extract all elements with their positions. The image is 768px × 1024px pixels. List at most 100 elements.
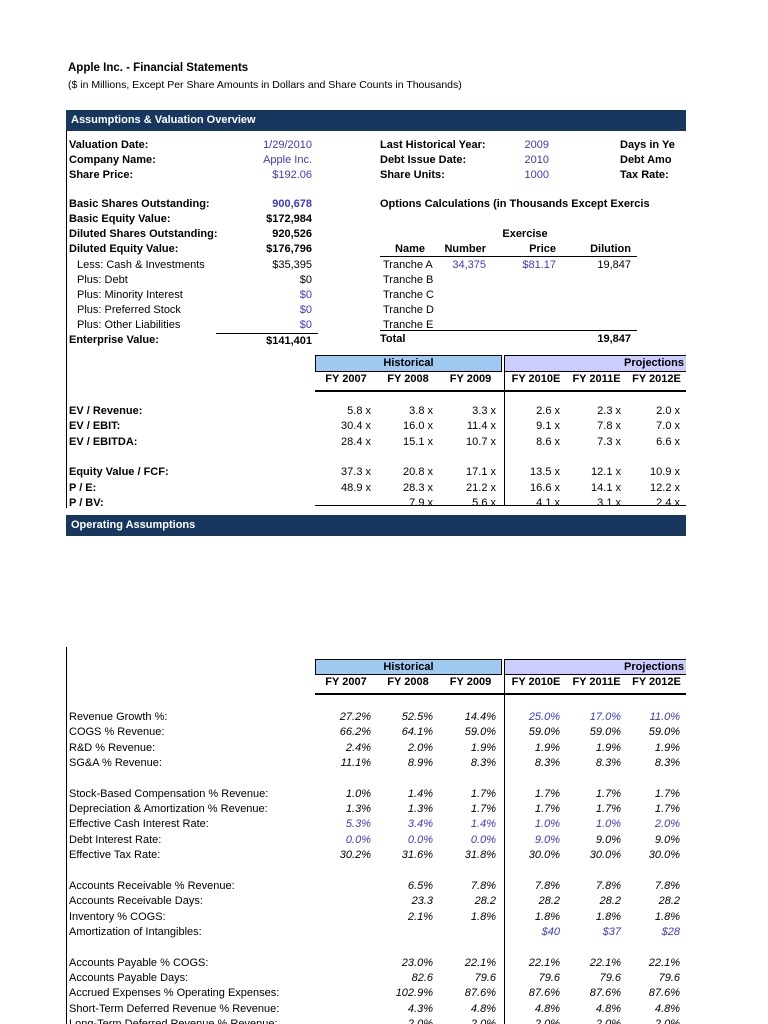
multiples-value-cell: 16.6 x: [530, 481, 560, 494]
opassump-value-cell: 30.0%: [589, 849, 621, 862]
opassump-value-cell: 28.2: [538, 895, 560, 908]
options-col-header: Dilution: [590, 243, 631, 255]
tranche-name: Tranche C: [383, 288, 434, 301]
info-label-clipped: Debt Amo: [620, 154, 672, 167]
opassump-value-cell: 11.1%: [340, 757, 371, 770]
options-total-label: Total: [380, 333, 406, 345]
opassump-year-underline: [315, 693, 686, 695]
info-value: 2010: [524, 154, 549, 167]
opassump-value-cell: 2.0%: [654, 1018, 680, 1024]
opassump-value-cell: 8.3%: [595, 757, 621, 770]
info-label: Share Price:: [69, 169, 134, 182]
opassump-value-cell: 31.8%: [464, 849, 496, 862]
opassump-value-cell: 1.9%: [654, 741, 680, 754]
opassump-value-cell: 30.0%: [648, 849, 680, 862]
opassump-row-label: Stock-Based Compensation % Revenue:: [69, 787, 269, 800]
opassump-row-label: Effective Tax Rate:: [69, 849, 161, 862]
options-total-value: 19,847: [597, 333, 631, 345]
opassump-row-label: COGS % Revenue:: [69, 726, 165, 739]
opassump-value-cell: 22.1%: [589, 956, 621, 969]
opassump-value-cell: 31.6%: [401, 849, 433, 862]
multiples-year-header: FY 2011E: [572, 373, 621, 385]
tranche-name: Tranche D: [383, 303, 434, 316]
opassump-value-cell: 4.8%: [470, 1002, 496, 1015]
metric-value: $0: [299, 288, 312, 301]
options-header-underline: [380, 256, 637, 257]
tranche-price: $81.17: [522, 258, 556, 271]
multiples-value-cell: 7.0 x: [656, 420, 680, 433]
info-label: Debt Issue Date:: [380, 154, 467, 167]
opassump-value-cell: 2.0%: [407, 741, 433, 754]
multiples-value-cell: 13.5 x: [530, 466, 560, 479]
opassump-value-cell: 28.2: [599, 895, 621, 908]
opassump-value-cell: 23.3: [411, 895, 433, 908]
options-exercise-header: Exercise: [502, 228, 548, 240]
opassump-value-cell: 28.2: [658, 895, 680, 908]
metric-value: $35,395: [272, 258, 312, 271]
opassump-year-header: FY 2007: [325, 676, 367, 688]
metric-label: Basic Equity Value:: [69, 213, 171, 226]
metric-value: $0: [299, 319, 312, 332]
opassump-value-cell: $37: [602, 925, 621, 938]
metric-label: Enterprise Value:: [69, 334, 159, 347]
page-subtitle: ($ in Millions, Except Per Share Amounts…: [68, 79, 462, 91]
metric-label: Plus: Other Liabilities: [77, 319, 181, 332]
opassump-year-header: FY 2012E: [632, 676, 681, 688]
info-label: Last Historical Year:: [380, 139, 486, 151]
opassump-value-cell: 8.3%: [654, 757, 680, 770]
options-col-header: Number: [444, 243, 486, 255]
opassump-value-cell: 1.7%: [534, 787, 560, 800]
multiples-value-cell: 7.8 x: [597, 420, 621, 433]
opassump-value-cell: 22.1%: [464, 956, 496, 969]
opassump-value-cell: 79.6: [658, 971, 680, 984]
opassump-value-cell: 52.5%: [401, 711, 433, 723]
opassump-value-cell: 8.9%: [407, 757, 433, 770]
opassump-value-cell: 1.7%: [470, 803, 496, 816]
metric-value: $172,984: [266, 213, 312, 226]
opassump-value-cell: 9.0%: [654, 833, 680, 846]
multiples-value-cell: 3.3 x: [472, 405, 496, 417]
opassump-value-cell: 87.6%: [648, 987, 680, 1000]
options-title: Options Calculations (in Thousands Excep…: [380, 198, 650, 210]
opassump-row-label: Amortization of Intangibles:: [69, 925, 202, 938]
multiples-value-cell: 10.7 x: [466, 435, 496, 448]
opassump-row-label: Accounts Payable Days:: [69, 971, 189, 984]
info-value: 1/29/2010: [263, 139, 312, 151]
opassump-value-cell: 3.4%: [407, 818, 433, 831]
opassump-value-cell: 9.0%: [534, 833, 560, 846]
info-label: Valuation Date:: [69, 139, 149, 151]
opassump-value-cell: 1.4%: [470, 818, 496, 831]
multiples-value-cell: 28.3 x: [403, 481, 433, 494]
opassump-value-cell: 87.6%: [528, 987, 560, 1000]
metric-label: Less: Cash & Investments: [77, 258, 205, 271]
opassump-value-cell: 59.0%: [464, 726, 496, 739]
metric-label: Diluted Shares Outstanding:: [69, 228, 218, 241]
multiples-row-label: P / E:: [69, 481, 97, 494]
opassump-value-cell: 23.0%: [401, 956, 433, 969]
opassump-value-cell: 27.2%: [339, 711, 371, 723]
metric-label: Plus: Preferred Stock: [77, 304, 181, 317]
multiples-row-label: EV / EBIT:: [69, 420, 121, 433]
s2-hist-proj-divider: [504, 675, 505, 1024]
multiples-value-cell: 9.1 x: [536, 420, 560, 433]
opassump-value-cell: 2.4%: [345, 741, 371, 754]
opassump-value-cell: 79.6: [599, 971, 621, 984]
multiples-value-cell: 3.8 x: [409, 405, 433, 417]
multiples-value-cell: 2.3 x: [597, 405, 621, 417]
multiples-year-header: FY 2009: [449, 373, 492, 385]
opassump-year-header: FY 2009: [449, 676, 492, 688]
opassump-value-cell: 5.3%: [345, 818, 371, 831]
opassump-value-cell: 1.9%: [595, 741, 621, 754]
multiples-value-cell: 10.9 x: [650, 466, 680, 479]
multiples-value-cell: 8.6 x: [536, 435, 560, 448]
options-col-header: Name: [395, 243, 425, 255]
opassump-value-cell: 1.7%: [654, 803, 680, 816]
s1-table-bottom-border: [315, 505, 686, 506]
info-value: 1000: [524, 169, 549, 182]
opassump-value-cell: 0.0%: [470, 833, 496, 846]
opassump-value-cell: 0.0%: [407, 833, 433, 846]
multiples-value-cell: 30.4 x: [341, 420, 371, 433]
opassump-value-cell: 8.3%: [470, 757, 496, 770]
opassump-value-cell: $40: [541, 925, 560, 938]
